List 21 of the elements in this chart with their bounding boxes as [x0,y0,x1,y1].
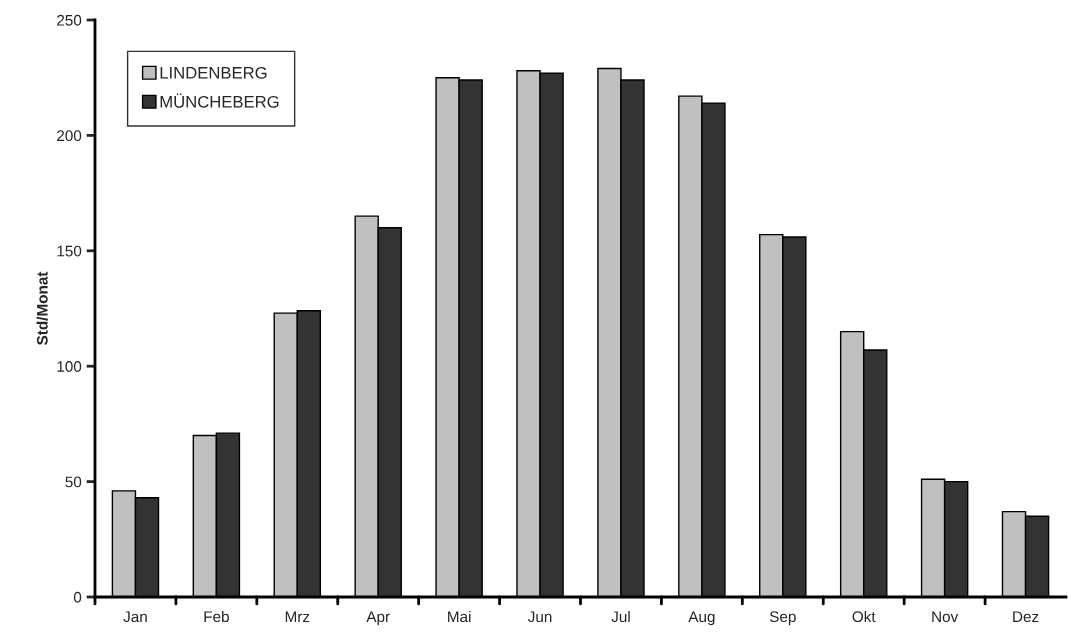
x-tick-label: Jan [123,611,147,623]
y-axis-title: Std/Monat [36,271,48,345]
legend-label: MÜNCHEBERG [160,93,279,108]
y-tick-label: 50 [65,476,82,488]
x-tick-label: Jun [527,611,552,623]
x-tick-label: Jul [611,610,630,623]
x-tick-label: Okt [852,610,876,623]
y-tick-label: 150 [57,245,82,257]
y-tick-label: 250 [57,14,82,26]
x-tick-label: Nov [932,611,959,623]
x-tick-label: Aug [688,611,715,626]
legend-label: LINDENBERG [160,66,267,79]
x-tick-label: Feb [204,610,229,623]
y-tick-label: 100 [57,361,82,372]
x-tick-label: Dez [1013,611,1039,623]
x-tick-label: Mai [448,610,471,623]
x-tick-label: Mrz [285,611,310,622]
y-tick-label: 0 [73,591,82,603]
x-tick-label: Apr [366,611,390,626]
x-tick-label: Sep [769,611,796,626]
y-tick-label: 200 [57,130,82,142]
